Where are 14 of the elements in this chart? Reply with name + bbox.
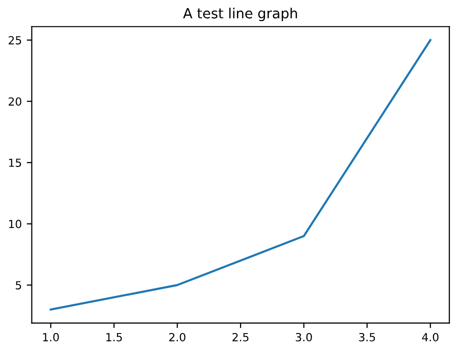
- x-tick-label: 1.5: [106, 333, 122, 342]
- x-tick-label: 3.5: [359, 332, 375, 342]
- y-tick-label: 5: [16, 281, 22, 290]
- y-tick-label: 20: [8, 97, 22, 106]
- y-tick-label: 25: [8, 36, 22, 44]
- chart-title: A test line graph: [183, 8, 297, 22]
- y-tick-label: 10: [9, 220, 22, 228]
- y-tick-label: 15: [9, 158, 22, 167]
- x-tick-label: 3.0: [296, 332, 312, 342]
- x-tick-label: 2.0: [169, 332, 186, 342]
- x-tick-label: 1.0: [43, 332, 59, 342]
- line-series: [50, 39, 432, 311]
- x-tick-label: 4.0: [422, 332, 438, 342]
- x-tick-label: 2.5: [232, 332, 248, 342]
